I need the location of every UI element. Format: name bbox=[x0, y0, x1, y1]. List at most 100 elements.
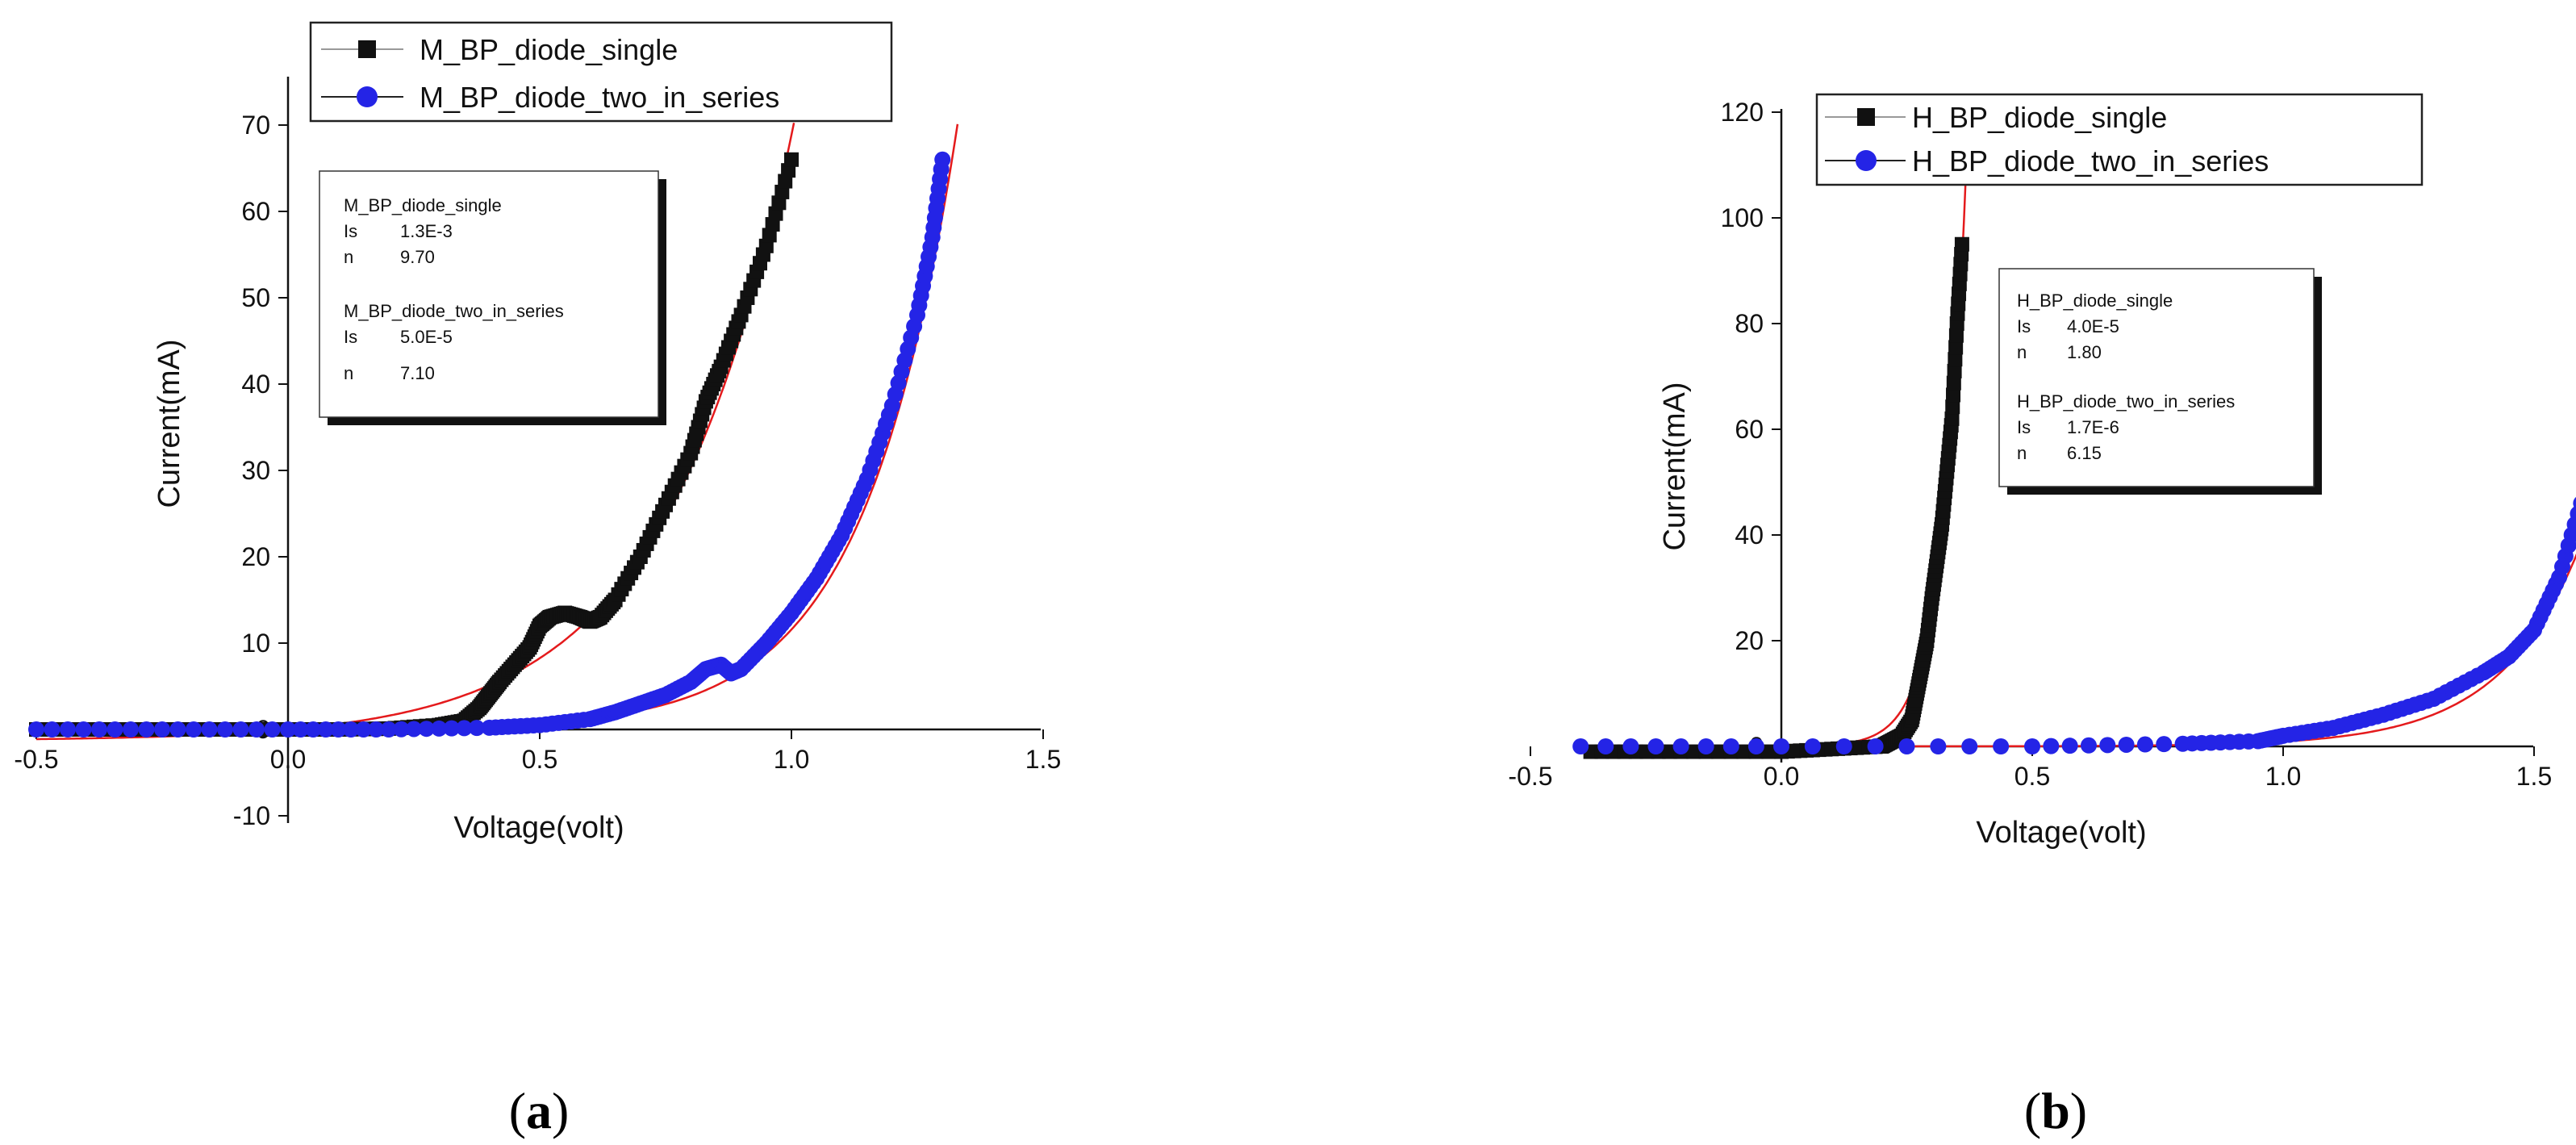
chart-a-info-s2-is-value: 5.0E-5 bbox=[400, 327, 453, 347]
chart-b-data-point bbox=[1711, 744, 1726, 759]
chart-a-info-s1-name: M_BP_diode_single bbox=[344, 195, 502, 215]
chart-a-y-tick-label: 40 bbox=[241, 370, 270, 399]
chart-a-data-point bbox=[264, 721, 281, 738]
chart-b-data-point bbox=[1961, 738, 1978, 754]
chart-b-info-s1-n-value: 1.80 bbox=[2067, 342, 2102, 362]
chart-a-info-s1-n-label: n bbox=[344, 247, 353, 267]
chart-a-data-point bbox=[456, 720, 473, 737]
chart-b-data-point bbox=[2118, 736, 2135, 753]
chart-a-info-s2-is-label: Is bbox=[344, 327, 357, 347]
chart-b-data-point bbox=[2156, 736, 2173, 753]
chart-b-data-point bbox=[1898, 738, 1915, 754]
chart-a-legend-label-single: M_BP_diode_single bbox=[420, 33, 678, 66]
chart-b-y-tick-label: 120 bbox=[1721, 98, 1764, 127]
chart-a-data-point bbox=[443, 720, 460, 737]
chart-b-data-point bbox=[1773, 738, 1789, 754]
chart-a-fit-info-box: M_BP_diode_single Is 1.3E-3 n 9.70 M_BP_… bbox=[319, 170, 666, 425]
chart-b-x-tick-label: -0.5 bbox=[1508, 762, 1552, 791]
chart-a-data-point bbox=[138, 721, 155, 738]
chart-b-data-point bbox=[1804, 738, 1821, 754]
chart-b-data-point bbox=[1944, 411, 1960, 426]
chart-a-legend-item-single: M_BP_diode_single bbox=[321, 33, 678, 66]
panel-label-b: (b) bbox=[2024, 1082, 2087, 1139]
chart-a-data-point bbox=[232, 721, 249, 738]
chart-a-info-s1-n-value: 9.70 bbox=[400, 247, 435, 267]
chart-b-x-tick-label: 1.5 bbox=[2516, 762, 2552, 791]
chart-b-data-point bbox=[2043, 738, 2060, 754]
chart-b-y-tick-label: 100 bbox=[1721, 203, 1764, 232]
chart-a-data-point bbox=[355, 721, 372, 738]
chart-a-data-point bbox=[330, 721, 347, 738]
chart-a-data-point bbox=[380, 721, 397, 738]
chart-b-info-s1-name: H_BP_diode_single bbox=[2017, 290, 2173, 311]
chart-a-y-tick-label: -10 bbox=[233, 801, 270, 830]
chart-b-series-two-in-series bbox=[1572, 496, 2576, 754]
chart-b-data-point bbox=[1736, 744, 1751, 759]
chart-a: -0.50.00.51.01.5-10010203040506070 Curre… bbox=[14, 21, 1061, 1139]
chart-b-data-point bbox=[1946, 375, 1961, 391]
chart-a-data-point bbox=[248, 721, 265, 738]
chart-a-data-point bbox=[317, 721, 334, 738]
chart-a-data-point bbox=[123, 721, 139, 738]
chart-b-data-point bbox=[1954, 236, 1969, 252]
chart-a-y-tick-label: 10 bbox=[241, 629, 270, 658]
chart-a-data-point bbox=[280, 721, 296, 738]
chart-a-series-two-in-series bbox=[28, 151, 951, 738]
chart-a-x-tick-label: 1.0 bbox=[774, 745, 809, 774]
chart-b-info-s1-is-label: Is bbox=[2017, 316, 2031, 336]
chart-a-data-point bbox=[368, 721, 385, 738]
chart-a-data-point bbox=[431, 720, 448, 737]
chart-b-y-tick-label: 60 bbox=[1735, 415, 1764, 444]
chart-a-info-s2-n-label: n bbox=[344, 363, 353, 383]
chart-b-fit-curve bbox=[1590, 149, 1969, 748]
chart-a-data-point bbox=[28, 721, 44, 738]
chart-b-x-tick-label: 1.0 bbox=[2265, 762, 2301, 791]
chart-a-data-point bbox=[154, 721, 170, 738]
chart-b-data-point bbox=[1945, 399, 1960, 415]
chart-a-x-tick-label: -0.5 bbox=[14, 745, 58, 774]
chart-b-legend-item-single: H_BP_diode_single bbox=[1825, 101, 2167, 134]
chart-a-data-point bbox=[292, 721, 309, 738]
chart-b-info-s1-n-label: n bbox=[2017, 342, 2027, 362]
chart-b-y-tick-label: 40 bbox=[1735, 520, 1764, 550]
chart-b-info-s2-name: H_BP_diode_two_in_series bbox=[2017, 391, 2235, 412]
chart-a-data-point bbox=[169, 721, 186, 738]
chart-b-legend-label-single: H_BP_diode_single bbox=[1912, 101, 2167, 134]
chart-b-data-point bbox=[2080, 737, 2097, 754]
chart-a-data-point bbox=[784, 152, 799, 167]
chart-a-y-tick-label: 20 bbox=[241, 542, 270, 571]
chart-a-info-s1-is-value: 1.3E-3 bbox=[400, 221, 453, 241]
chart-a-data-point bbox=[469, 720, 485, 737]
chart-b-data-point bbox=[1867, 738, 1884, 754]
chart-a-y-axis-title: Current(mA) bbox=[152, 339, 186, 508]
chart-a-data-point bbox=[201, 721, 218, 738]
chart-a-data-point bbox=[393, 721, 410, 738]
chart-b-data-point bbox=[1835, 738, 1852, 754]
chart-a-x-tick-label: 0.0 bbox=[270, 745, 306, 774]
chart-b-data-point bbox=[1948, 352, 1963, 367]
chart-b-data-point bbox=[1947, 363, 1962, 378]
chart-b-x-tick-label: 0.5 bbox=[2014, 762, 2050, 791]
chart-a-data-point bbox=[75, 721, 92, 738]
chart-a-data-point bbox=[91, 721, 107, 738]
chart-b-data-point bbox=[1948, 340, 1964, 355]
chart-b-data-point bbox=[1747, 738, 1764, 754]
chart-b-legend-label-two-in-series: H_BP_diode_two_in_series bbox=[1912, 144, 2269, 178]
chart-b-data-point bbox=[1722, 738, 1739, 754]
chart-b-y-axis-title: Current(mA) bbox=[1658, 382, 1692, 550]
chart-b-y-tick-label: 80 bbox=[1735, 309, 1764, 338]
chart-a-data-point bbox=[186, 721, 202, 738]
chart-a-info-s2-n-value: 7.10 bbox=[400, 363, 435, 383]
chart-b-data-point bbox=[2061, 738, 2078, 754]
chart-a-y-tick-label: 30 bbox=[241, 456, 270, 485]
chart-b-data-point bbox=[1686, 744, 1701, 759]
chart-a-ticks: -0.50.00.51.01.5-10010203040506070 bbox=[14, 77, 1061, 830]
chart-b-data-point bbox=[2570, 506, 2576, 522]
chart-b-info-s2-n-label: n bbox=[2017, 443, 2027, 463]
chart-b-fit-info-box: H_BP_diode_single Is 4.0E-5 n 1.80 H_BP_… bbox=[1998, 268, 2322, 495]
chart-a-data-point bbox=[106, 721, 123, 738]
chart-b-data-point bbox=[1672, 738, 1689, 754]
chart-a-x-tick-label: 1.5 bbox=[1025, 745, 1061, 774]
chart-a-y-tick-label: 50 bbox=[241, 283, 270, 312]
